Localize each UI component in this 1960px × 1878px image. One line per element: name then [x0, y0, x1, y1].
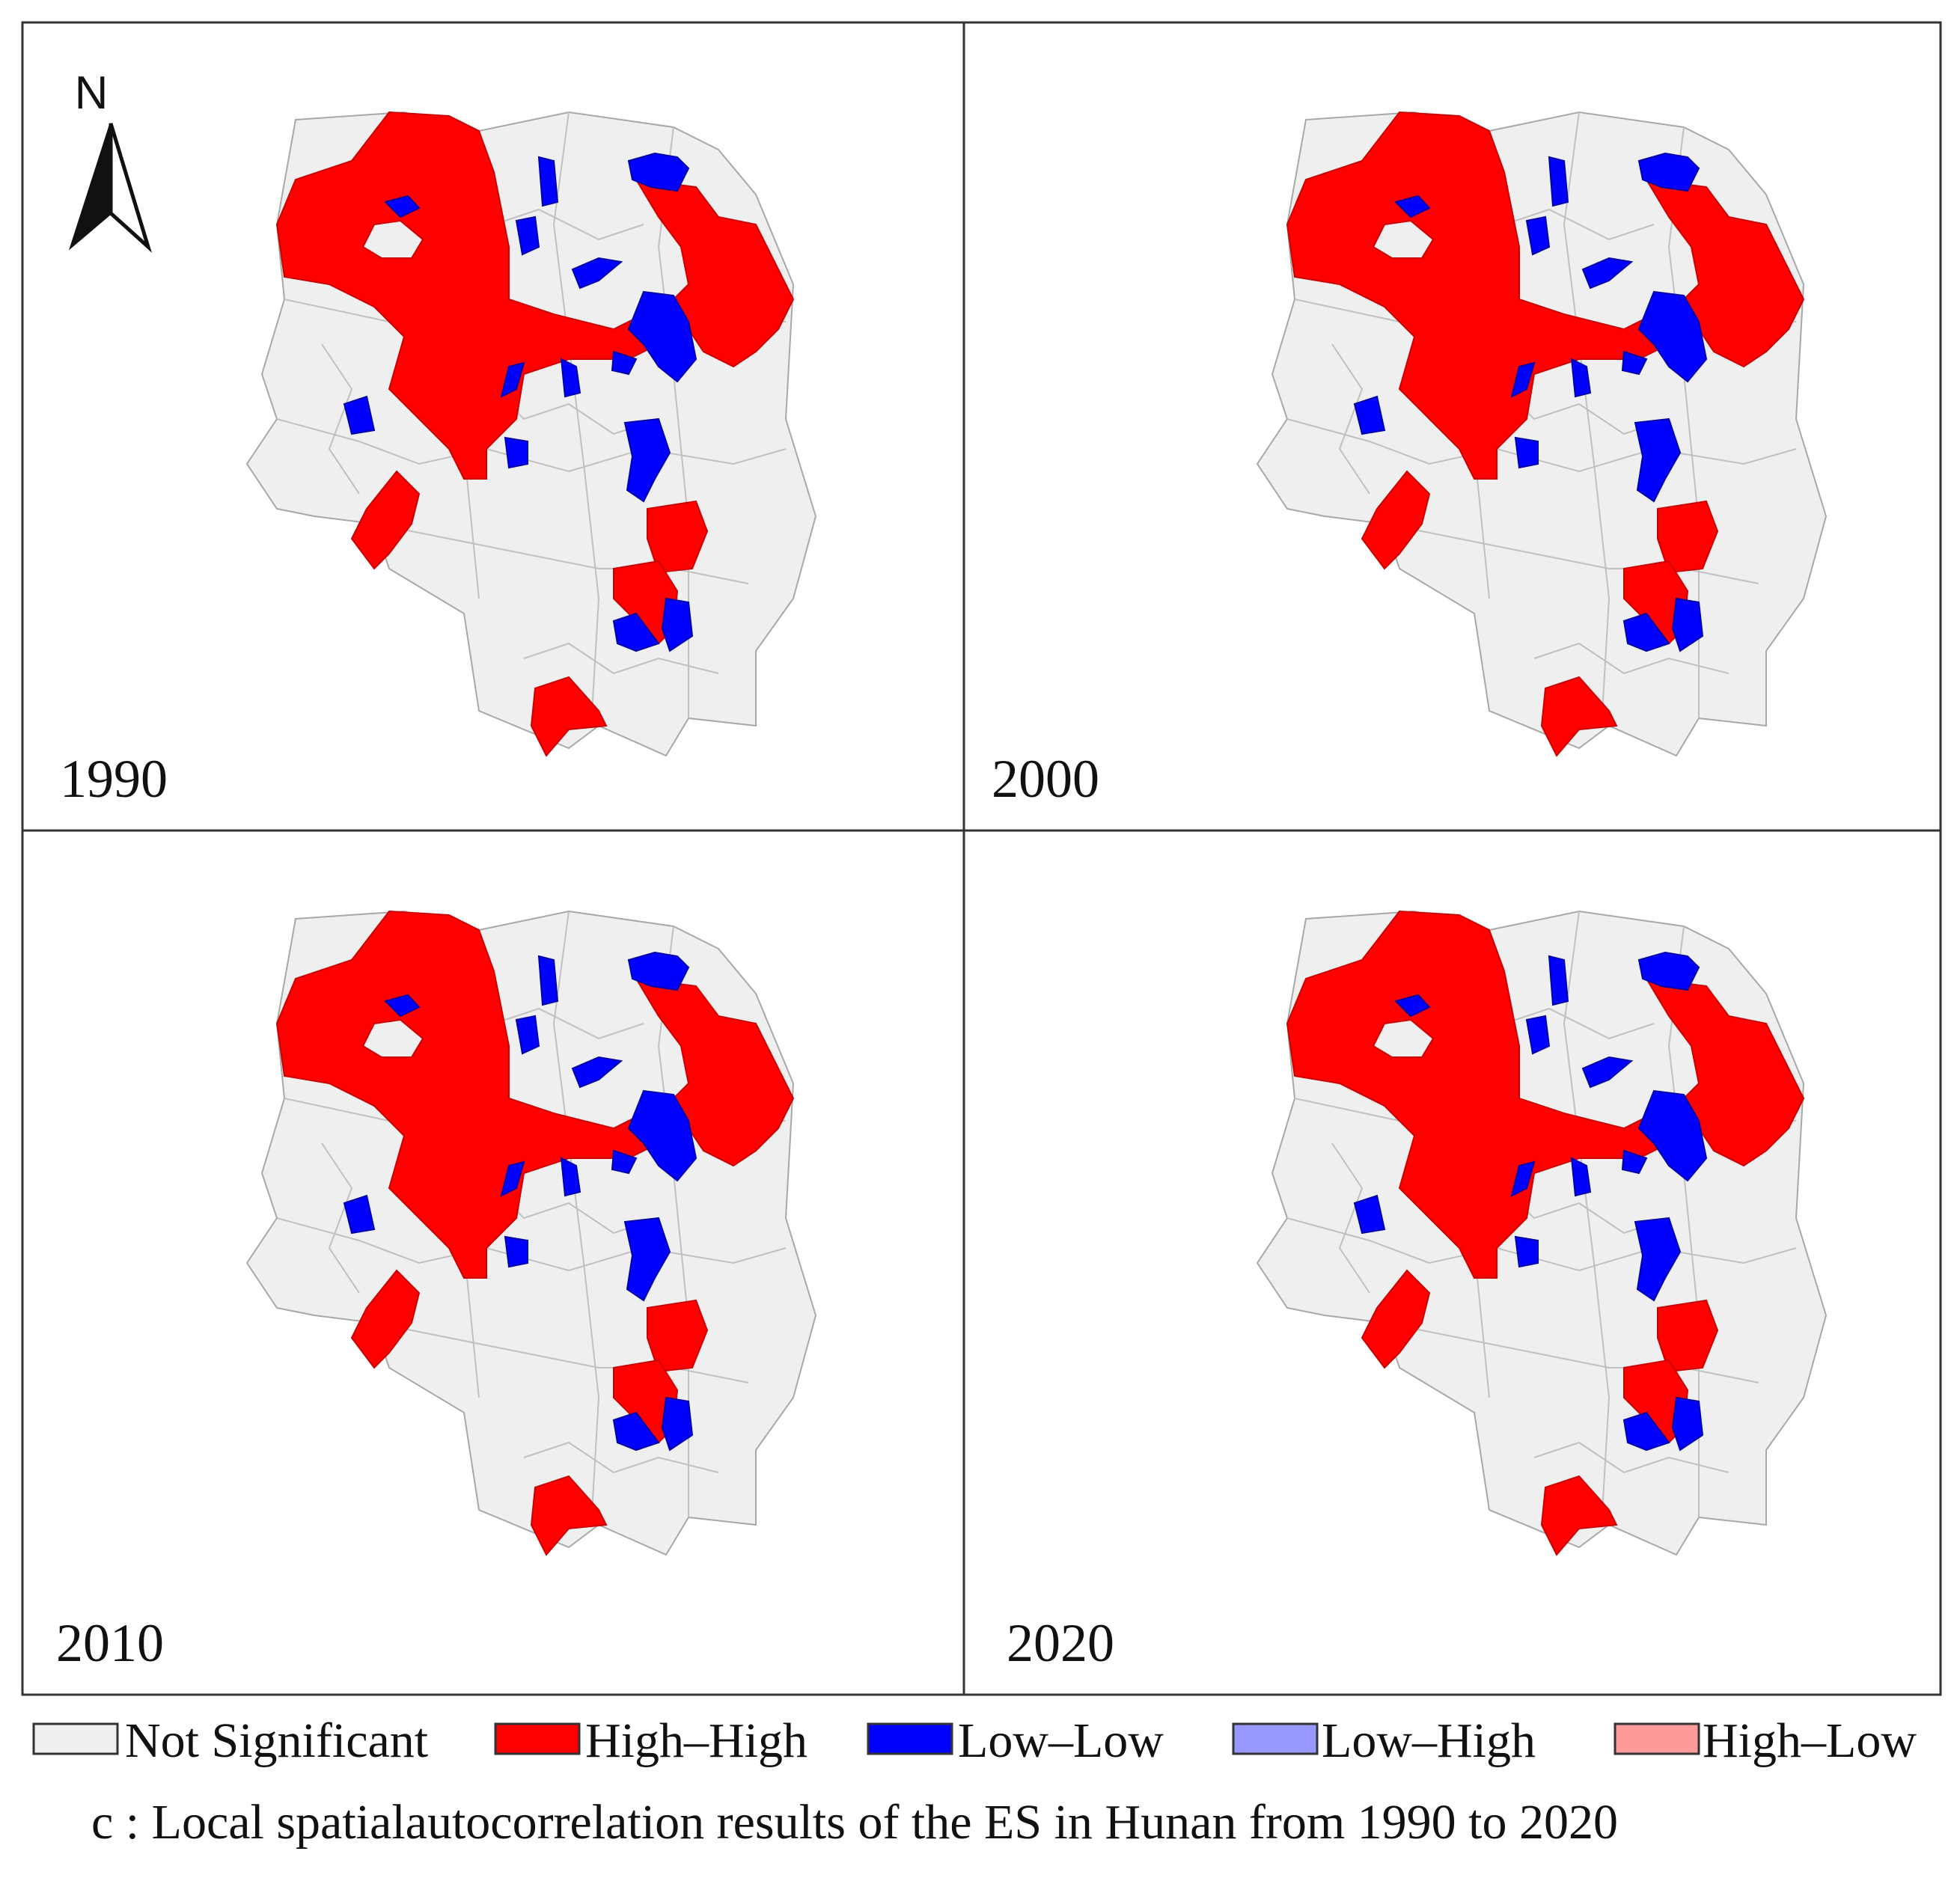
figure-caption: c : Local spatialautocorrelation results… [91, 1795, 1618, 1850]
legend-item-not-significant: Not Significant [32, 1713, 428, 1768]
panel-frame [21, 21, 1942, 1696]
legend-label-high-high: High–High [585, 1713, 807, 1768]
north-arrow-icon: N [68, 67, 152, 253]
panel-label-2010: 2010 [56, 1613, 164, 1673]
legend-item-high-low: High–Low [1614, 1713, 1917, 1768]
map-panel-2000: 2000 [992, 111, 1827, 809]
north-letter: N [75, 67, 109, 119]
legend-label-not-significant: Not Significant [125, 1713, 428, 1768]
legend-item-low-high: Low–High [1232, 1713, 1536, 1768]
panel-label-1990: 1990 [60, 749, 168, 809]
legend-label-low-low: Low–Low [958, 1713, 1164, 1768]
legend-swatch-low-high [1232, 1722, 1319, 1755]
map-panel-2020: 2020 [1007, 911, 1827, 1673]
legend-swatch-high-high [494, 1722, 581, 1755]
legend-label-high-low: High–Low [1703, 1713, 1917, 1768]
legend: Not Significant High–High Low–Low Low–Hi… [32, 1713, 1917, 1768]
panel-label-2000: 2000 [992, 749, 1099, 809]
legend-item-high-high: High–High [494, 1713, 807, 1768]
legend-swatch-low-low [867, 1722, 953, 1755]
map-panel-1990: 1990 [60, 111, 816, 809]
panel-label-2020: 2020 [1007, 1613, 1114, 1673]
legend-swatch-high-low [1614, 1722, 1700, 1755]
legend-swatch-not-significant [32, 1722, 119, 1755]
legend-item-low-low: Low–Low [867, 1713, 1164, 1768]
legend-label-low-high: Low–High [1322, 1713, 1536, 1768]
map-panel-2010: 2010 [56, 911, 816, 1673]
